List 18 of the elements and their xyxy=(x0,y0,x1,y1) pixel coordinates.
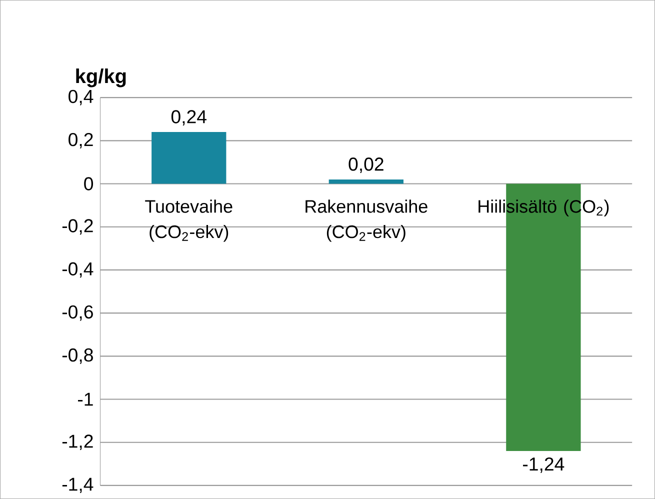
y-tick-label: -0,6 xyxy=(62,305,93,321)
y-tick-label: -0,4 xyxy=(62,262,94,278)
y-tick-label: 0 xyxy=(84,177,94,190)
y-tick-label: -0,2 xyxy=(62,219,93,234)
y-tick-label: -1,2 xyxy=(62,434,93,450)
bar xyxy=(152,132,226,184)
y-axis-title: kg/kg xyxy=(76,68,126,88)
y-tick-label: 0,4 xyxy=(68,90,94,106)
data-label: 0,24 xyxy=(171,110,206,126)
data-label: -1,24 xyxy=(523,457,564,473)
bar xyxy=(328,179,404,184)
y-tick-label: -0,8 xyxy=(62,348,93,364)
y-tick-label: 0,2 xyxy=(68,132,93,148)
y-tick-label: -1 xyxy=(78,392,93,406)
data-label: 0,02 xyxy=(348,157,384,173)
x-tick-label: Tuotevaihe (CO$_{2}$-ekv) xyxy=(145,199,232,242)
x-tick-label: Rakennusvaihe (CO$_{2}$-ekv) xyxy=(306,199,428,242)
y-tick-label: -1,4 xyxy=(62,478,94,493)
